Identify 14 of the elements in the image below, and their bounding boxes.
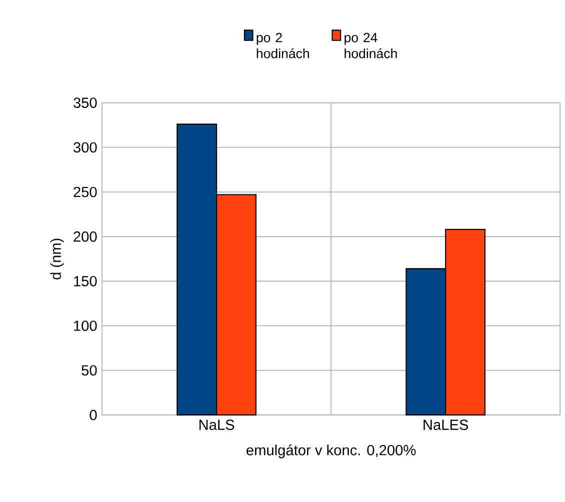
- x-axis-title: emulgátor v konc. 0,200%: [246, 444, 416, 458]
- y-tick-label: 300: [74, 142, 97, 153]
- legend-label: po 2 hodinách: [256, 32, 309, 58]
- y-tick-label: 100: [74, 320, 97, 332]
- y-axis-title: d (nm): [50, 238, 64, 280]
- y-tick-label: 50: [82, 365, 97, 376]
- y-tick-label: 0: [90, 410, 97, 420]
- y-tick-label: 350: [74, 98, 97, 108]
- y-tick-label: 250: [74, 186, 97, 198]
- legend-label: po 24 hodinách: [344, 32, 397, 58]
- y-tick-label: 150: [74, 276, 97, 286]
- y-tick-label: 200: [74, 231, 97, 242]
- x-tick-label: NaLS: [199, 420, 234, 430]
- x-tick-label: NaLES: [424, 420, 468, 430]
